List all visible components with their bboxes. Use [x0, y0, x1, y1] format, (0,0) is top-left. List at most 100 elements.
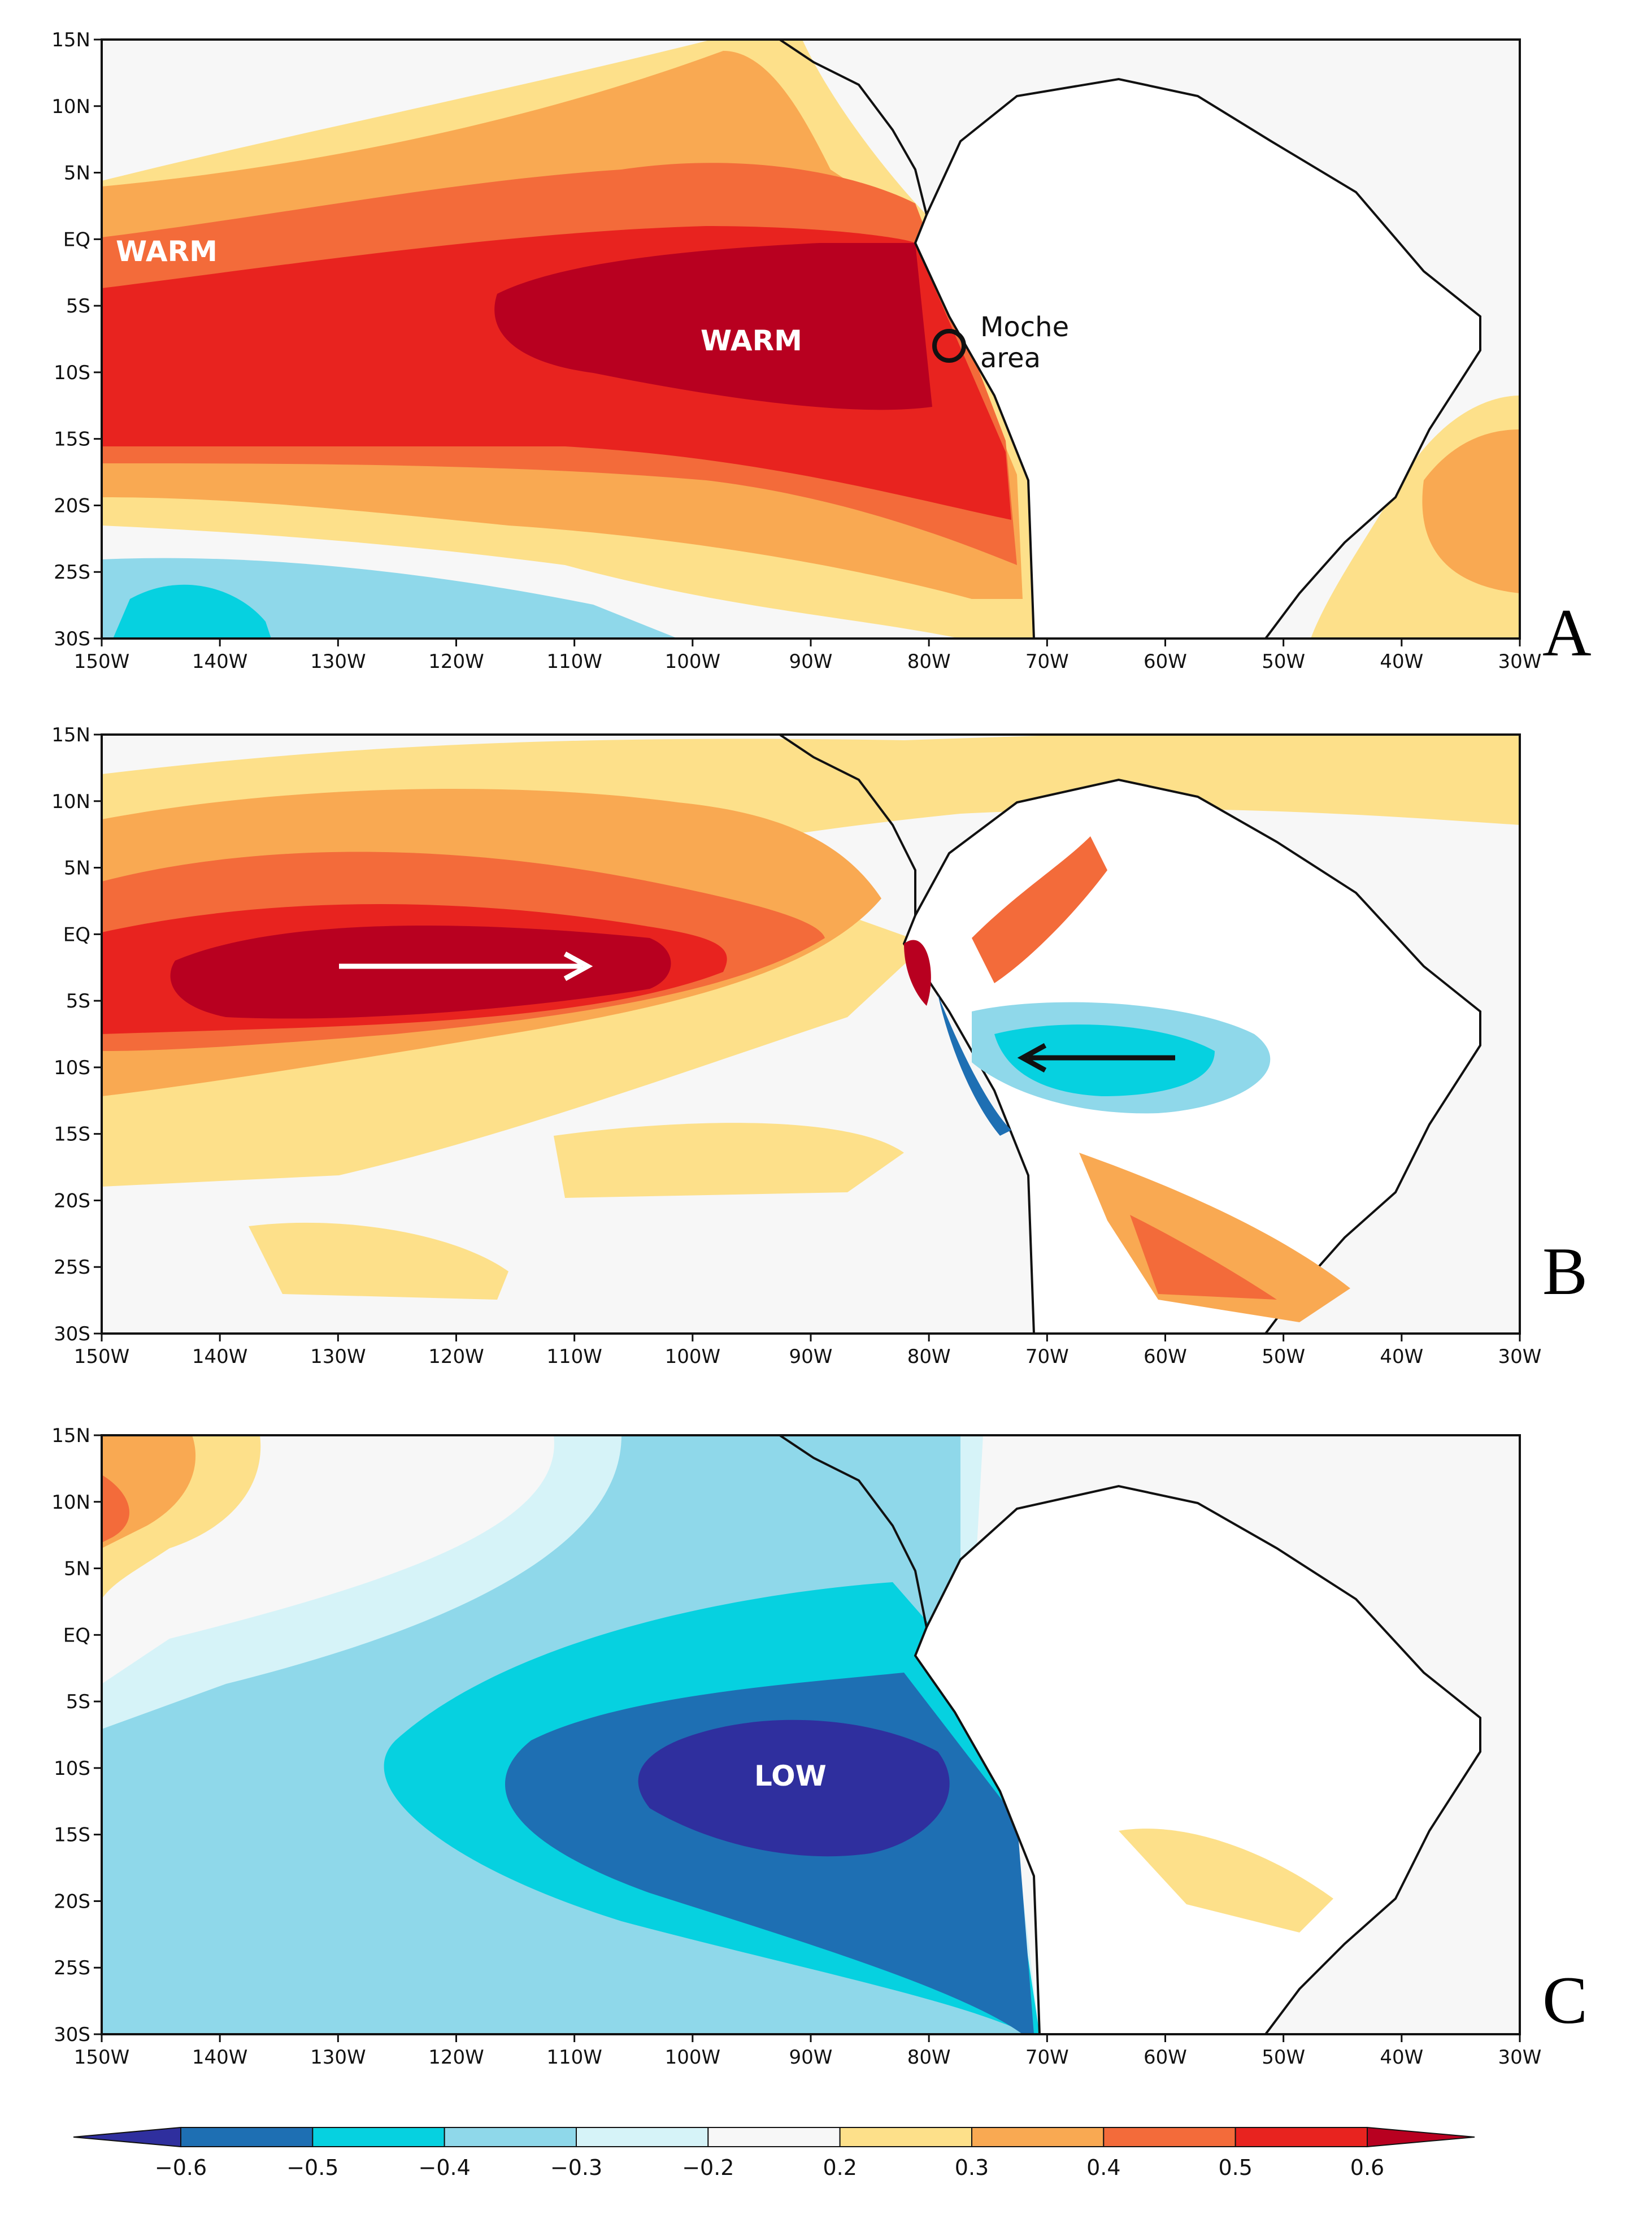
lat-tick-label: 5N: [64, 857, 90, 880]
lat-tick-label: 30S: [54, 2023, 90, 2046]
lat-tick-label: 25S: [54, 561, 90, 584]
panel-b-westward-arrowhead: [1017, 1043, 1047, 1072]
panel-a-anomaly-neg-0.4: [113, 584, 271, 639]
lon-tick-label: 120W: [428, 1345, 484, 1368]
colorbar-swatch: [971, 2127, 1105, 2147]
colorbar-swatch: [180, 2127, 314, 2147]
lon-tick-label: 80W: [907, 2046, 951, 2069]
lon-tick-label: 90W: [789, 650, 833, 673]
panel-a-anomaly-0.6: [494, 243, 932, 410]
panel-c: C LOW: [101, 1434, 1588, 2038]
lat-tick-label: 15S: [54, 1824, 90, 1847]
lat-tick-label: 20S: [54, 1189, 90, 1212]
lat-tick-label: EQ: [63, 1624, 90, 1647]
lon-tick-label: 110W: [546, 2046, 602, 2069]
lon-tick-label: 110W: [546, 1345, 602, 1368]
lat-tick-label: 10S: [54, 1757, 90, 1780]
lat-tick-label: 15S: [54, 1123, 90, 1146]
panel-a-south-america: [914, 77, 1481, 639]
lat-tick-label: 5S: [66, 990, 90, 1013]
lat-tick-label: 20S: [54, 1890, 90, 1913]
moche-label-line2: area: [980, 342, 1041, 374]
colorbar-label: 0.3: [955, 2155, 989, 2180]
lat-tick-label: EQ: [63, 923, 90, 946]
colorbar-label: 0.2: [823, 2155, 857, 2180]
lon-tick-label: 130W: [310, 650, 366, 673]
panel-c-anomaly-neg-0.6: [638, 1719, 950, 1857]
lat-tick-label: 25S: [54, 1957, 90, 1979]
lon-tick-label: 150W: [74, 650, 130, 673]
moche-area-marker: [932, 329, 966, 363]
lat-tick-label: 30S: [54, 628, 90, 650]
lon-tick-label: 90W: [789, 1345, 833, 1368]
lat-tick-label: 15N: [51, 1425, 90, 1447]
lon-tick-label: 40W: [1380, 650, 1423, 673]
lon-tick-label: 130W: [310, 1345, 366, 1368]
colorbar-min-extension: [73, 2126, 181, 2148]
lon-tick-label: 70W: [1025, 2046, 1069, 2069]
lon-tick-label: 40W: [1380, 2046, 1423, 2069]
colorbar: −0.6 −0.5 −0.4 −0.3 −0.2 0.2 0.3 0.4 0.5 0.6: [73, 2126, 1475, 2180]
lon-tick-label: 40W: [1380, 1345, 1423, 1368]
lat-tick-label: 5N: [64, 1558, 90, 1580]
panel-c-low-label: LOW: [754, 1760, 827, 1792]
panel-c-label: C: [1542, 1962, 1588, 2038]
colorbar-swatch: [312, 2127, 445, 2147]
lat-tick-label: 10N: [51, 791, 90, 813]
colorbar-label: −0.3: [550, 2155, 602, 2180]
lat-tick-label: 5S: [66, 1691, 90, 1713]
lat-tick-label: 25S: [54, 1256, 90, 1279]
lon-tick-label: 80W: [907, 1345, 951, 1368]
lat-tick-label: 10N: [51, 95, 90, 118]
lon-tick-label: 120W: [428, 2046, 484, 2069]
lon-tick-label: 30W: [1498, 1345, 1542, 1368]
panel-c-central-america: [779, 1435, 928, 1628]
lon-tick-label: 90W: [789, 2046, 833, 2069]
colorbar-swatch: [707, 2127, 841, 2147]
lat-tick-label: 5S: [66, 295, 90, 318]
lon-tick-label: 60W: [1144, 650, 1187, 673]
lat-tick-label: 10S: [54, 1057, 90, 1079]
lon-tick-label: 70W: [1025, 650, 1069, 673]
lon-tick-label: 60W: [1144, 2046, 1187, 2069]
lon-tick-label: 60W: [1144, 1345, 1187, 1368]
lat-tick-label: 15N: [51, 29, 90, 51]
lat-tick-label: 15S: [54, 428, 90, 451]
panel-a-warm-center-label: WARM: [701, 324, 802, 357]
lat-tick-label: 5N: [64, 162, 90, 185]
panel-c-south-america: [914, 1484, 1481, 2034]
lat-tick-label: EQ: [63, 228, 90, 251]
lon-tick-label: 110W: [546, 650, 602, 673]
colorbar-label: 0.5: [1218, 2155, 1252, 2180]
colorbar-label: −0.5: [286, 2155, 338, 2180]
colorbar-swatch: [444, 2127, 577, 2147]
colorbar-swatch: [576, 2127, 709, 2147]
lon-tick-label: 100W: [665, 650, 721, 673]
colorbar-label: −0.6: [155, 2155, 207, 2180]
lon-tick-label: 80W: [907, 650, 951, 673]
lat-tick-label: 10N: [51, 1491, 90, 1514]
panel-a: A WARM WARM Moche area: [101, 38, 1592, 670]
lon-tick-label: 70W: [1025, 1345, 1069, 1368]
colorbar-swatch: [1103, 2127, 1236, 2147]
lon-tick-label: 100W: [665, 2046, 721, 2069]
lon-tick-label: 120W: [428, 650, 484, 673]
lon-tick-label: 140W: [192, 2046, 248, 2069]
panel-a-label: A: [1542, 595, 1592, 670]
lon-tick-label: 30W: [1498, 650, 1542, 673]
panel-a-warm-west-label: WARM: [116, 235, 218, 268]
lon-tick-label: 50W: [1262, 650, 1305, 673]
panel-b: B: [101, 733, 1588, 1335]
lon-tick-label: 50W: [1262, 2046, 1305, 2069]
panel-b-eastward-arrowhead: [563, 952, 593, 981]
lat-tick-label: 30S: [54, 1323, 90, 1345]
colorbar-label: −0.4: [419, 2155, 471, 2180]
lat-tick-label: 10S: [54, 362, 90, 384]
panel-a-central-america: [779, 40, 928, 215]
moche-label-line1: Moche: [980, 311, 1069, 343]
colorbar-label: −0.2: [682, 2155, 734, 2180]
lon-tick-label: 140W: [192, 650, 248, 673]
lon-tick-label: 100W: [665, 1345, 721, 1368]
